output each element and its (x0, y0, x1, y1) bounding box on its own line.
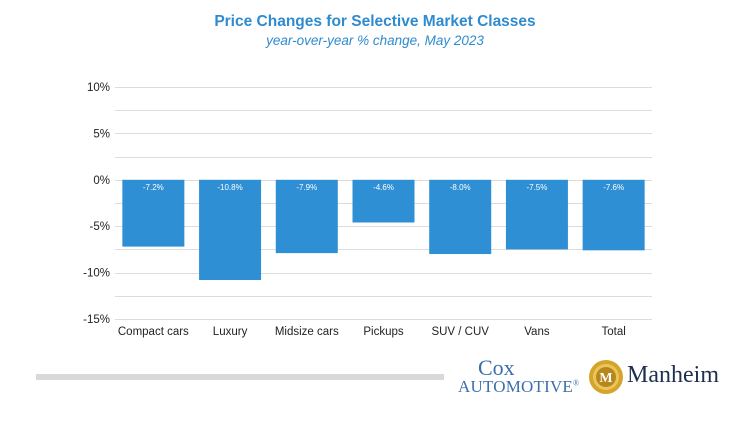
x-tick-label: Midsize cars (275, 326, 339, 338)
y-tick-label: 0% (93, 175, 110, 187)
bar (429, 179, 492, 255)
svg-text:M: M (599, 371, 612, 386)
chart-subtitle: year-over-year % change, May 2023 (266, 33, 484, 48)
x-tick-label: SUV / CUV (431, 326, 489, 338)
data-label: -8.0% (450, 183, 471, 192)
bar (199, 179, 262, 281)
data-label: -7.5% (526, 183, 547, 192)
y-tick-label: -5% (90, 221, 110, 233)
manheim-emblem-icon: M (589, 360, 623, 394)
y-tick-label: -15% (83, 314, 110, 326)
y-tick-label: 5% (93, 128, 110, 140)
cox-automotive-logo: Cox AUTOMOTIVE® (458, 355, 580, 396)
x-tick-label: Compact cars (118, 326, 189, 338)
bar (352, 179, 415, 223)
data-label: -7.6% (603, 183, 624, 192)
manheim-logo-text: Manheim (627, 362, 719, 388)
bar (505, 179, 568, 250)
data-label: -10.8% (217, 183, 242, 192)
chart-title: Price Changes for Selective Market Class… (214, 13, 536, 30)
y-tick-label: 10% (87, 82, 110, 94)
data-label: -7.9% (296, 183, 317, 192)
automotive-logo-word: AUTOMOTIVE® (458, 377, 580, 396)
x-tick-label: Luxury (213, 326, 248, 338)
x-tick-label: Pickups (363, 326, 404, 338)
x-tick-label: Total (601, 326, 625, 338)
y-tick-label: -10% (83, 268, 110, 280)
bar (275, 179, 338, 254)
data-label: -4.6% (373, 183, 394, 192)
bar (122, 179, 185, 247)
footer-divider (36, 374, 444, 380)
x-tick-label: Vans (524, 326, 550, 338)
bar (582, 179, 645, 251)
cox-logo-word: Cox (478, 355, 515, 380)
data-label: -7.2% (143, 183, 164, 192)
